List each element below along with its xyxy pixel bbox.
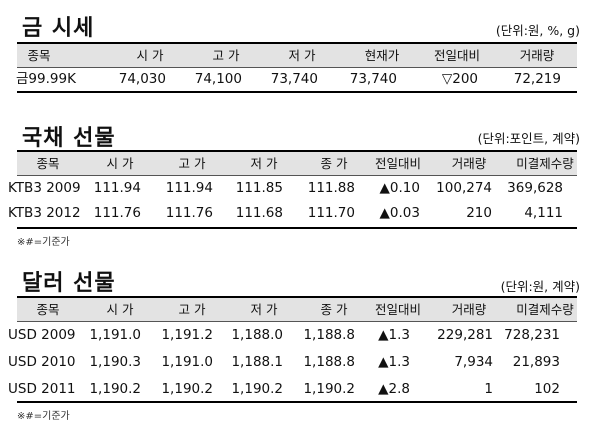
value-cell: 1,188.8 [303,327,355,343]
value-cell: 74,100 [194,71,242,87]
value-cell: 1,191.2 [161,327,213,343]
value-cell: 74,030 [118,71,166,87]
value-cell: 1,191.0 [89,327,141,343]
value-cell: ▲0.10 [379,180,420,196]
table-bottom-rule [17,91,577,93]
footnote: ※#=기준가 [17,237,70,248]
value-cell: 728,231 [504,327,560,343]
unit-label: (단위:포인트, 계약) [477,131,580,146]
value-cell: 73,740 [349,71,397,87]
column-header: 종 가 [320,302,348,317]
value-cell: 1,190.2 [89,381,141,397]
column-header: 저 가 [250,156,278,171]
column-header: 고 가 [178,156,206,171]
value-cell: 111.88 [307,180,355,196]
value-cell: 1,190.2 [231,381,283,397]
section-title: 금 시세 [22,16,95,41]
value-cell: 111.94 [165,180,213,196]
table-row: KTB3 2009 111.94 111.94 111.85 111.88 ▲0.10 10… [8,176,577,201]
item-name-cell: USD 2011 [8,381,76,397]
column-header: 거래량 [451,156,487,171]
column-header: 저 가 [250,302,278,317]
column-header: 미결제수량 [516,302,574,317]
unit-label: (단위:원, 계약) [500,279,580,294]
value-cell: 111.70 [307,205,355,221]
table-bottom-rule [17,401,577,403]
table-bottom-rule [17,227,577,229]
value-cell: ▲0.03 [379,205,420,221]
column-header: 종목 [36,302,60,317]
column-header: 시 가 [106,302,134,317]
item-name-cell: KTB3 2012 [8,205,81,221]
column-header: 고 가 [212,48,240,63]
value-cell: 111.76 [165,205,213,221]
column-header: 종목 [36,156,60,171]
column-header: 거래량 [451,302,487,317]
value-cell: 1,188.0 [231,327,283,343]
footnote: ※#=기준가 [17,411,70,422]
item-name-cell: 금99.99K [16,71,76,87]
value-cell: 7,934 [454,354,493,370]
value-cell: ▽200 [441,71,478,87]
value-cell: 229,281 [437,327,493,343]
value-cell: 111.85 [235,180,283,196]
table-row: 금99.99K 74,030 74,100 73,740 73,740 ▽200 72,21… [16,67,577,91]
value-cell: ▲2.8 [378,381,410,397]
item-name-cell: KTB3 2009 [8,180,81,196]
value-cell: ▲1.3 [378,327,410,343]
column-header: 거래량 [519,48,555,63]
table-header: 종목 시 가 고 가 저 가 종 가 전일대비 거래량 미결제수량 [17,150,577,176]
column-header: 종 가 [320,156,348,171]
value-cell: 111.76 [93,205,141,221]
value-cell: 21,893 [512,354,560,370]
table-row: KTB3 2012 111.76 111.76 111.68 111.70 ▲0.03 21… [8,201,577,226]
value-cell: 210 [466,205,492,221]
column-header: 고 가 [178,302,206,317]
table-row: USD 2011 1,190.2 1,190.2 1,190.2 1,190.2 ▲2.8… [8,376,577,403]
column-header: 저 가 [288,48,316,63]
column-header: 전일대비 [374,302,421,317]
value-cell: ▲1.3 [378,354,410,370]
item-name-cell: USD 2010 [8,354,76,370]
value-cell: 1,190.2 [161,381,213,397]
column-header: 종목 [27,48,51,63]
column-header: 전일대비 [433,48,480,63]
value-cell: 1,190.3 [89,354,141,370]
table-header: 종목 시 가 고 가 저 가 종 가 전일대비 거래량 미결제수량 [17,296,577,322]
value-cell: 1 [484,381,493,397]
value-cell: 369,628 [507,180,563,196]
column-header: 시 가 [106,156,134,171]
value-cell: 1,190.2 [303,381,355,397]
value-cell: 72,219 [513,71,561,87]
table-row: USD 2009 1,191.0 1,191.2 1,188.0 1,188.8 ▲1.3… [8,322,577,349]
item-name-cell: USD 2009 [8,327,76,343]
section-title: 달러 선물 [22,271,116,296]
section-title: 국채 선물 [22,126,116,151]
value-cell: 111.94 [93,180,141,196]
column-header: 전일대비 [374,156,421,171]
value-cell: 111.68 [235,205,283,221]
column-header: 시 가 [136,48,164,63]
value-cell: 102 [534,381,560,397]
column-header: 현재가 [364,48,400,63]
value-cell: 73,740 [270,71,318,87]
value-cell: 1,188.8 [303,354,355,370]
column-header: 미결제수량 [516,156,574,171]
value-cell: 4,111 [524,205,563,221]
unit-label: (단위:원, %, g) [495,23,580,38]
value-cell: 1,188.1 [231,354,283,370]
value-cell: 100,274 [436,180,492,196]
value-cell: 1,191.0 [161,354,213,370]
table-row: USD 2010 1,190.3 1,191.0 1,188.1 1,188.8 ▲1.3… [8,349,577,376]
table-header: 종목 시 가 고 가 저 가 현재가 전일대비 거래량 [17,42,577,68]
